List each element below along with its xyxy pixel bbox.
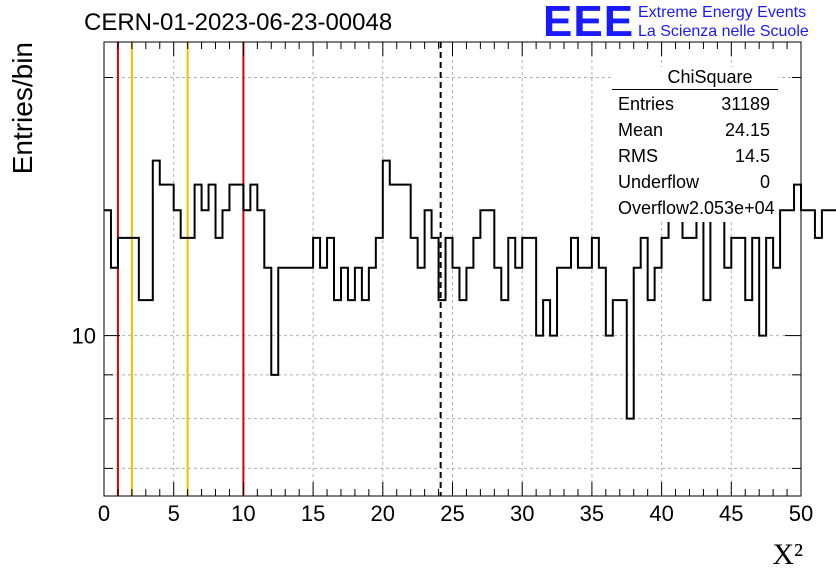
x-tick-label: 25 <box>440 501 464 526</box>
x-tick-label: 20 <box>371 501 395 526</box>
x-tick-label: 45 <box>719 501 743 526</box>
x-tick-label: 35 <box>580 501 604 526</box>
x-tick-label: 50 <box>789 501 813 526</box>
histogram-outline <box>104 159 836 420</box>
stats-row-overflow: Overflow 2.053e+04 <box>612 196 778 222</box>
y-axis-ticks: 10 <box>72 76 801 469</box>
y-axis-label: Entries/bin <box>7 42 38 174</box>
logo-line-1: Extreme Energy Events <box>638 4 807 21</box>
x-axis-label: X² <box>772 538 803 571</box>
stats-row-mean: Mean 24.15 <box>612 118 778 144</box>
logo-line-2: La Scienza nelle Scuole <box>638 23 809 40</box>
y-tick-label: 10 <box>72 324 96 349</box>
eee-logo-text: Extreme Energy Events La Scienza nelle S… <box>638 3 809 41</box>
x-tick-label: 40 <box>649 501 673 526</box>
eee-logo-mark: EEE <box>543 0 635 46</box>
stats-value: 14.5 <box>734 146 770 166</box>
x-tick-label: 10 <box>231 501 255 526</box>
stats-label: RMS <box>618 146 658 166</box>
run-title: CERN-01-2023-06-23-00048 <box>84 9 393 36</box>
x-tick-label: 15 <box>301 501 325 526</box>
stats-title: ChiSquare <box>612 67 778 90</box>
stats-label: Entries <box>618 94 675 114</box>
stats-label: Mean <box>618 120 664 140</box>
stats-box: ChiSquare Entries 31189 Mean 24.15 RMS 1… <box>612 67 778 222</box>
marker-layer <box>116 42 442 496</box>
x-tick-label: 5 <box>168 501 180 526</box>
grid-layer <box>104 42 801 496</box>
stats-value: 24.15 <box>724 120 770 140</box>
x-axis-ticks: 0 5 10 15 20 25 30 35 40 45 50 <box>98 42 813 526</box>
stats-label: Underflow <box>618 172 700 192</box>
x-tick-label: 30 <box>510 501 534 526</box>
stats-row-rms: RMS 14.5 <box>612 144 778 170</box>
stats-value: 0 <box>759 172 770 192</box>
stats-value: 2.053e+04 <box>689 198 775 218</box>
x-tick-label: 0 <box>98 501 110 526</box>
stats-row-entries: Entries 31189 <box>612 92 778 118</box>
stats-label: Overflow <box>618 198 690 218</box>
stats-value: 31189 <box>721 94 770 114</box>
stats-row-underflow: Underflow 0 <box>612 170 778 196</box>
